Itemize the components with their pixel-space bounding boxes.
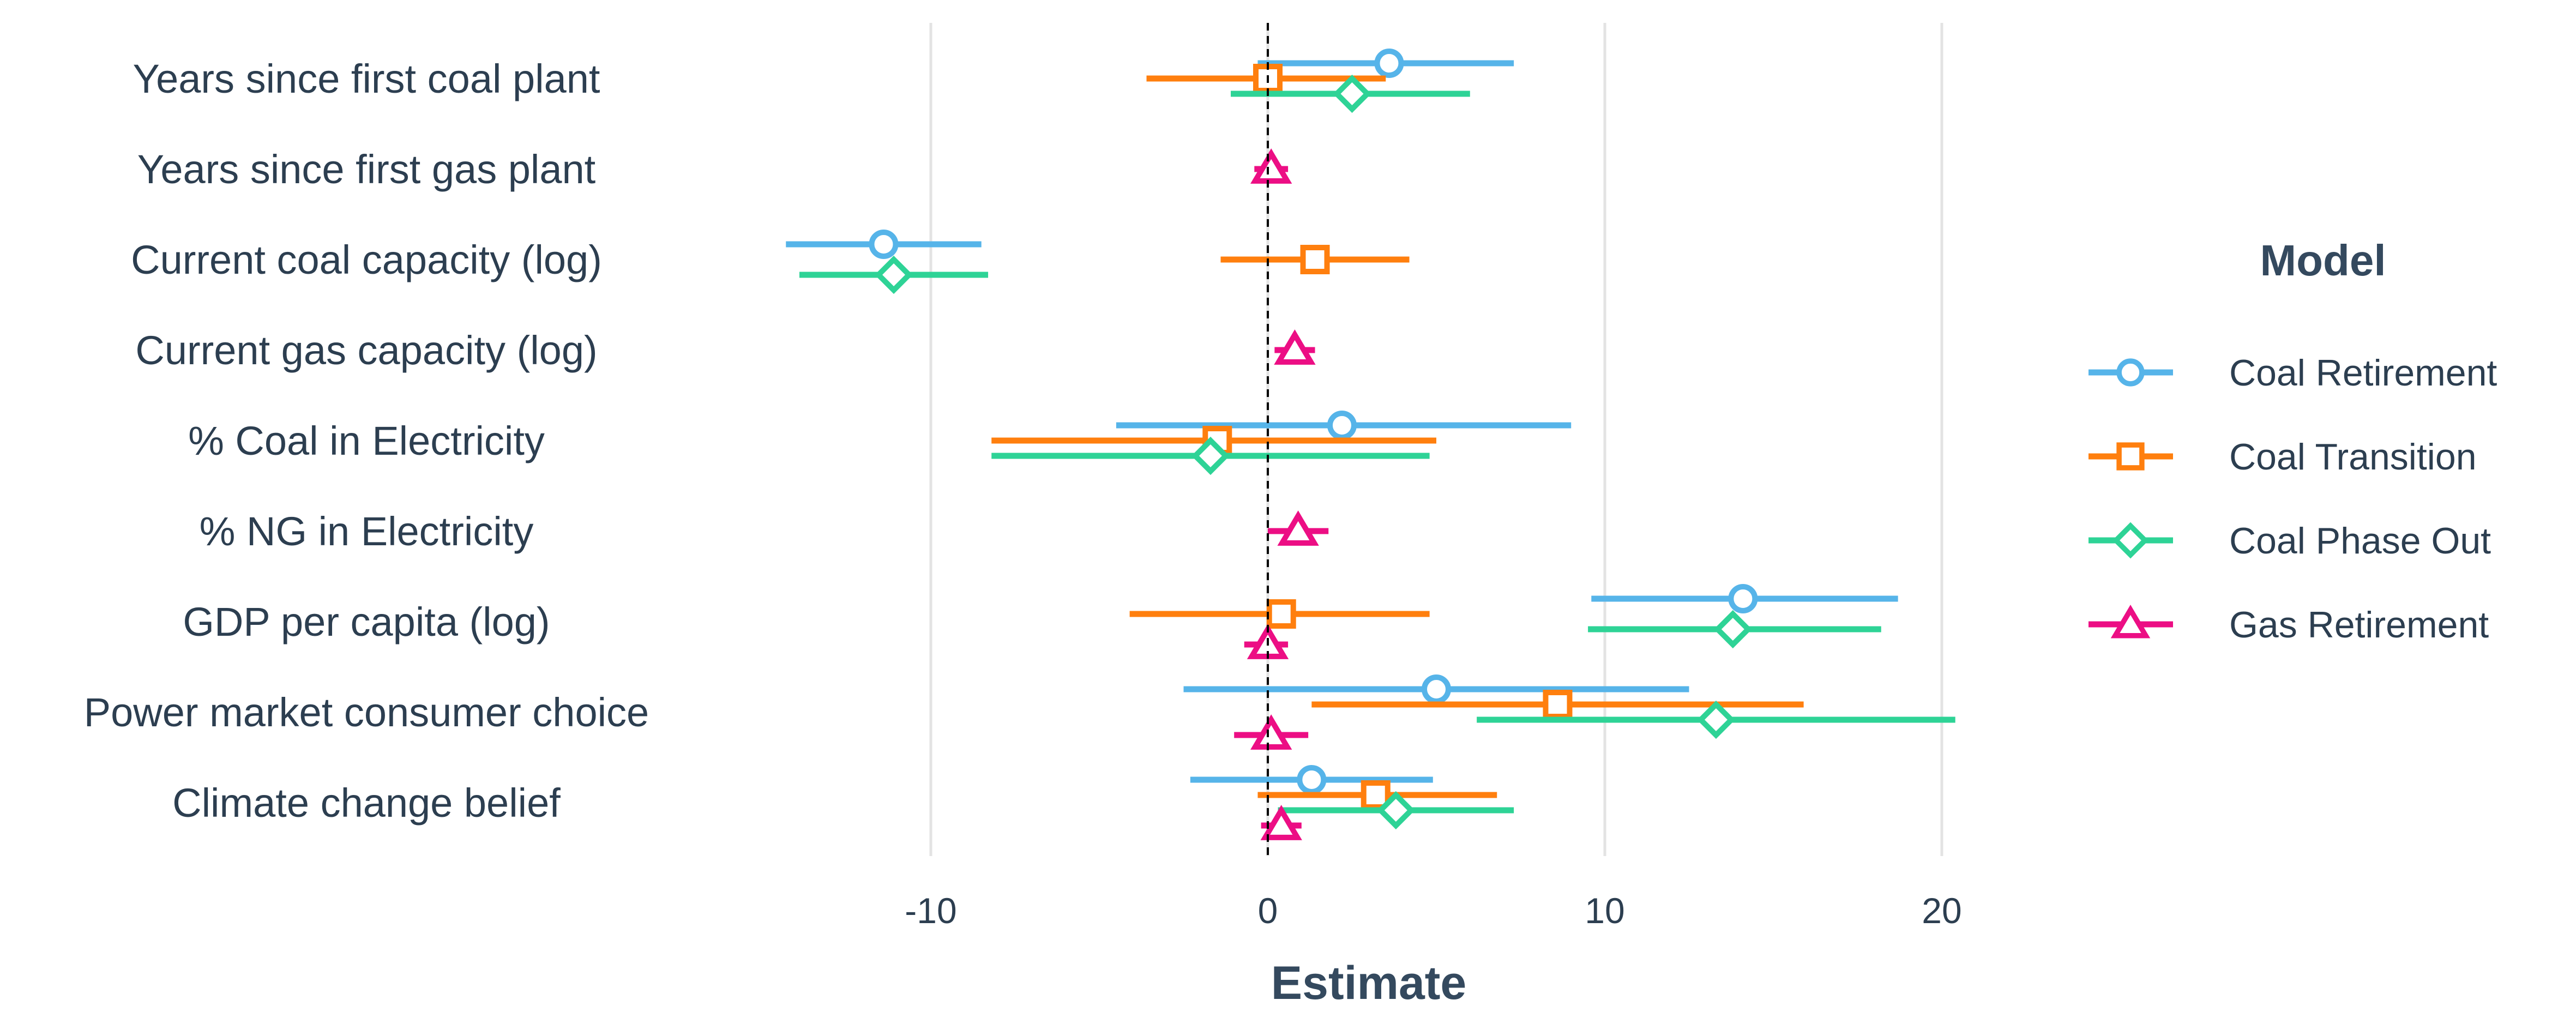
legend-label: Coal Phase Out xyxy=(2229,520,2491,562)
data-point-marker xyxy=(1376,791,1415,830)
series-point xyxy=(991,436,1430,475)
series-point xyxy=(1190,765,1433,794)
data-point-marker xyxy=(869,230,899,259)
series-point xyxy=(1274,329,1316,365)
series-point xyxy=(1257,49,1514,78)
data-point-marker xyxy=(1300,245,1330,274)
series-point xyxy=(1234,714,1309,750)
y-category-label: Years since first gas plant xyxy=(137,147,596,192)
series-point xyxy=(799,255,989,294)
series-point xyxy=(1231,74,1470,113)
data-point-marker xyxy=(1250,148,1292,184)
data-point-marker xyxy=(874,255,913,294)
data-point-marker xyxy=(2116,442,2145,471)
y-category-label: % NG in Electricity xyxy=(200,509,534,554)
y-category-label: GDP per capita (log) xyxy=(183,599,550,644)
x-axis-title: Estimate xyxy=(1271,957,1467,1009)
data-point-marker xyxy=(1250,714,1292,750)
data-point-marker xyxy=(1277,510,1319,546)
x-tick-label: 10 xyxy=(1585,890,1624,931)
y-category-label: Power market consumer choice xyxy=(84,690,649,735)
y-category-label: Years since first coal plant xyxy=(133,56,600,101)
plot-data xyxy=(786,49,1955,840)
data-point-marker xyxy=(1191,436,1230,475)
series-point xyxy=(1311,690,1804,719)
data-point-marker xyxy=(2110,605,2151,639)
data-point-marker xyxy=(1543,690,1573,719)
data-point-marker xyxy=(1696,700,1736,739)
series-point xyxy=(1250,148,1292,184)
y-axis-labels: Years since first coal plant Years since … xyxy=(84,56,649,826)
data-point-marker xyxy=(1266,599,1296,629)
series-point xyxy=(1588,610,1881,649)
data-point-marker xyxy=(1333,74,1371,113)
data-point-marker xyxy=(1297,765,1327,794)
data-point-marker xyxy=(2112,522,2149,559)
data-point-marker xyxy=(1422,674,1451,704)
series-point xyxy=(1116,411,1572,440)
legend-label: Gas Retirement xyxy=(2229,604,2489,646)
x-tick-label: 20 xyxy=(1922,890,1961,931)
data-point-marker xyxy=(1374,49,1404,78)
series-point xyxy=(1183,674,1689,704)
series-point xyxy=(786,230,982,259)
data-point-marker xyxy=(1260,805,1302,840)
y-category-label: % Coal in Electricity xyxy=(188,418,545,463)
series-point xyxy=(1257,780,1497,810)
y-category-label: Current gas capacity (log) xyxy=(135,328,597,373)
series-point xyxy=(1220,245,1410,274)
series-point xyxy=(1244,624,1289,659)
series-point xyxy=(1477,700,1955,739)
x-axis-ticks: -10 0 10 20 xyxy=(905,890,1961,931)
data-point-marker xyxy=(1713,610,1752,649)
legend-item: Coal Retirement xyxy=(2089,352,2497,394)
y-category-label: Current coal capacity (log) xyxy=(131,237,602,282)
legend-title: Model xyxy=(2260,236,2386,285)
data-point-marker xyxy=(1327,411,1357,440)
data-point-marker xyxy=(2116,358,2145,387)
x-tick-label: 0 xyxy=(1258,890,1278,931)
x-tick-label: -10 xyxy=(905,890,956,931)
legend-item: Gas Retirement xyxy=(2089,604,2489,646)
series-point xyxy=(1278,791,1514,830)
legend-label: Coal Transition xyxy=(2229,436,2477,478)
legend-label: Coal Retirement xyxy=(2229,352,2497,394)
legend-item: Coal Phase Out xyxy=(2089,520,2491,562)
legend-item: Coal Transition xyxy=(2089,436,2477,478)
series-point xyxy=(1129,599,1430,629)
data-point-marker xyxy=(1274,329,1316,365)
series-point xyxy=(1591,584,1898,613)
data-point-marker xyxy=(1361,780,1391,810)
y-category-label: Climate change belief xyxy=(172,780,561,826)
series-point xyxy=(1268,510,1329,546)
data-point-marker xyxy=(1728,584,1758,613)
legend: Model Coal Retirement Coal Transition Coal… xyxy=(2089,236,2497,646)
